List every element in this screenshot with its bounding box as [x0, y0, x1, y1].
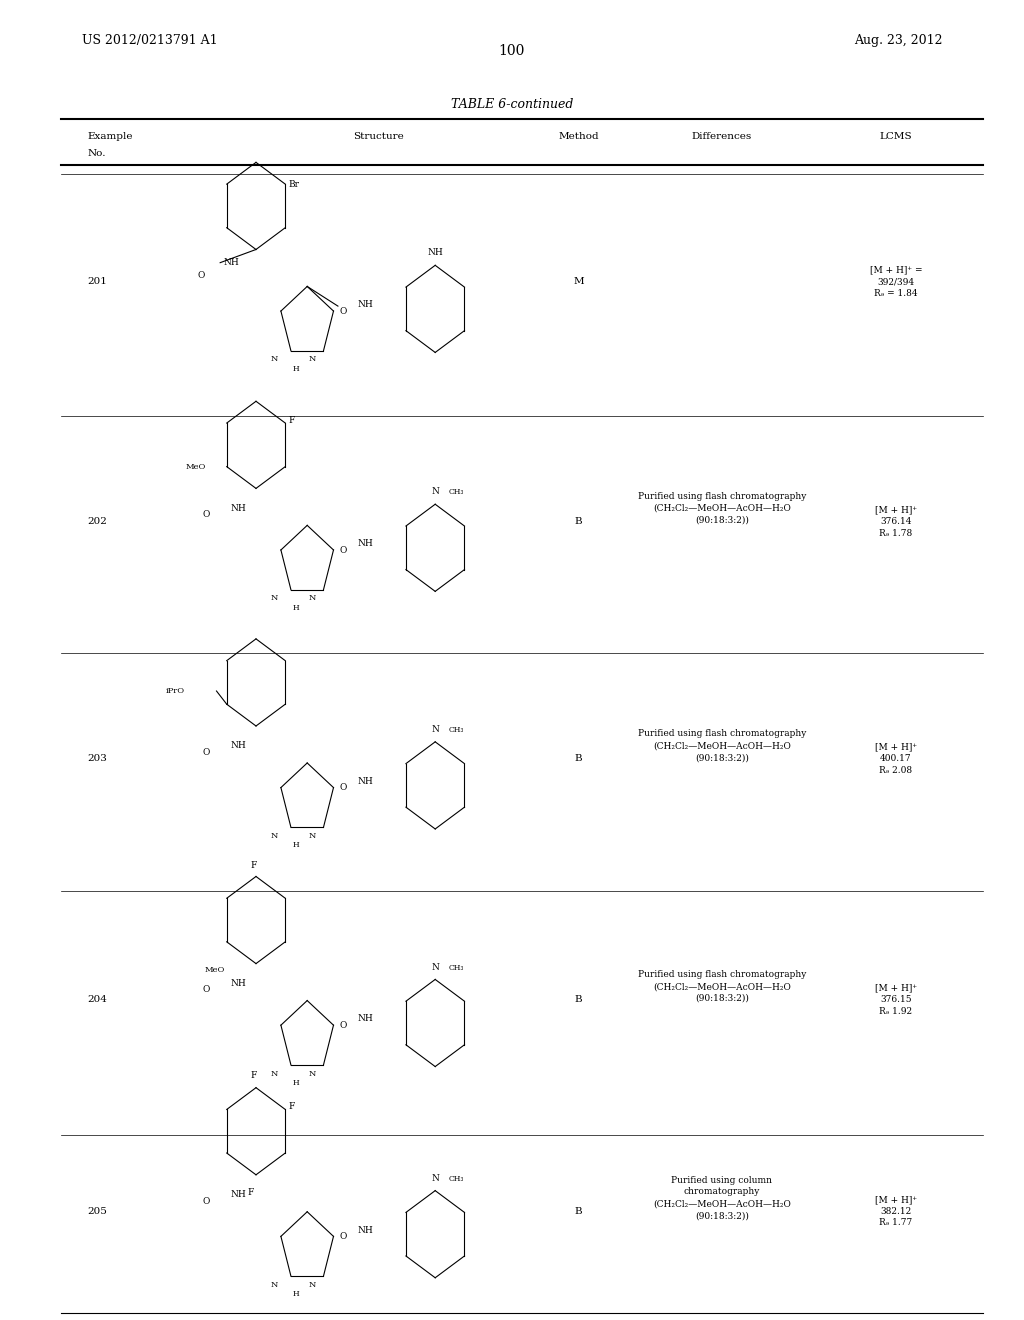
Text: F: F — [251, 1071, 257, 1080]
Text: 205: 205 — [87, 1206, 106, 1216]
Text: Purified using flash chromatography
(CH₂Cl₂—MeOH—AcOH—H₂O
(90:18:3:2)): Purified using flash chromatography (CH₂… — [638, 730, 806, 762]
Text: B: B — [574, 517, 583, 525]
Text: O: O — [340, 1020, 347, 1030]
Text: N: N — [308, 832, 315, 840]
Text: [M + H]⁺ =
392/394
Rₔ = 1.84: [M + H]⁺ = 392/394 Rₔ = 1.84 — [869, 265, 923, 298]
Text: LCMS: LCMS — [880, 132, 912, 141]
Text: N: N — [431, 962, 439, 972]
Text: M: M — [573, 277, 584, 286]
Text: O: O — [203, 511, 210, 519]
Text: [M + H]⁺
400.17
Rₔ 2.08: [M + H]⁺ 400.17 Rₔ 2.08 — [874, 743, 918, 775]
Text: O: O — [203, 1197, 210, 1205]
Text: N: N — [270, 832, 278, 840]
Text: Purified using column
chromatography
(CH₂Cl₂—MeOH—AcOH—H₂O
(90:18:3:2)): Purified using column chromatography (CH… — [653, 1176, 791, 1220]
Text: MeO: MeO — [205, 966, 225, 974]
Text: H: H — [293, 364, 299, 372]
Text: N: N — [270, 355, 278, 363]
Text: N: N — [308, 594, 315, 602]
Text: NH: NH — [357, 776, 373, 785]
Text: NH: NH — [230, 504, 246, 512]
Text: 201: 201 — [87, 277, 106, 286]
Text: Aug. 23, 2012: Aug. 23, 2012 — [854, 33, 942, 46]
Text: 100: 100 — [499, 45, 525, 58]
Text: H: H — [293, 841, 299, 849]
Text: NH: NH — [357, 539, 373, 548]
Text: No.: No. — [87, 149, 105, 158]
Text: N: N — [431, 487, 439, 496]
Text: CH₃: CH₃ — [449, 1175, 464, 1183]
Text: Purified using flash chromatography
(CH₂Cl₂—MeOH—AcOH—H₂O
(90:18:3:2)): Purified using flash chromatography (CH₂… — [638, 970, 806, 1003]
Text: F: F — [289, 416, 295, 425]
Text: N: N — [270, 1280, 278, 1288]
Text: O: O — [340, 306, 347, 315]
Text: B: B — [574, 1206, 583, 1216]
Text: N: N — [431, 1173, 439, 1183]
Text: H: H — [293, 603, 299, 611]
Text: N: N — [270, 594, 278, 602]
Text: NH: NH — [357, 300, 373, 309]
Text: B: B — [574, 995, 583, 1005]
Text: B: B — [574, 755, 583, 763]
Text: F: F — [251, 861, 257, 870]
Text: O: O — [203, 748, 210, 756]
Text: Br: Br — [289, 180, 299, 189]
Text: Method: Method — [558, 132, 599, 141]
Text: N: N — [431, 725, 439, 734]
Text: [M + H]⁺
376.15
Rₔ 1.92: [M + H]⁺ 376.15 Rₔ 1.92 — [874, 983, 918, 1016]
Text: O: O — [203, 986, 210, 994]
Text: Purified using flash chromatography
(CH₂Cl₂—MeOH—AcOH—H₂O
(90:18:3:2)): Purified using flash chromatography (CH₂… — [638, 492, 806, 524]
Text: N: N — [308, 1069, 315, 1077]
Text: N: N — [270, 1069, 278, 1077]
Text: O: O — [340, 1232, 347, 1241]
Text: O: O — [198, 272, 205, 280]
Text: NH: NH — [230, 742, 246, 750]
Text: 202: 202 — [87, 517, 106, 525]
Text: NH: NH — [223, 259, 239, 267]
Text: H: H — [293, 1078, 299, 1086]
Text: F: F — [289, 1102, 295, 1111]
Text: MeO: MeO — [185, 462, 206, 471]
Text: NH: NH — [427, 248, 443, 257]
Text: NH: NH — [357, 1014, 373, 1023]
Text: Differences: Differences — [692, 132, 752, 141]
Text: [M + H]⁺
382.12
Rₔ 1.77: [M + H]⁺ 382.12 Rₔ 1.77 — [874, 1195, 918, 1228]
Text: NH: NH — [357, 1225, 373, 1234]
Text: O: O — [340, 545, 347, 554]
Text: 203: 203 — [87, 755, 106, 763]
Text: H: H — [293, 1290, 299, 1298]
Text: N: N — [308, 355, 315, 363]
Text: CH₃: CH₃ — [449, 488, 464, 496]
Text: CH₃: CH₃ — [449, 726, 464, 734]
Text: [M + H]⁺
376.14
Rₔ 1.78: [M + H]⁺ 376.14 Rₔ 1.78 — [874, 506, 918, 537]
Text: Example: Example — [87, 132, 132, 141]
Text: F: F — [248, 1188, 254, 1197]
Text: CH₃: CH₃ — [449, 964, 464, 972]
Text: iPrO: iPrO — [165, 686, 184, 696]
Text: US 2012/0213791 A1: US 2012/0213791 A1 — [82, 33, 217, 46]
Text: N: N — [308, 1280, 315, 1288]
Text: O: O — [340, 783, 347, 792]
Text: NH: NH — [230, 1191, 246, 1199]
Text: Structure: Structure — [353, 132, 404, 141]
Text: 204: 204 — [87, 995, 106, 1005]
Text: NH: NH — [230, 979, 246, 987]
Text: TABLE 6-continued: TABLE 6-continued — [451, 98, 573, 111]
